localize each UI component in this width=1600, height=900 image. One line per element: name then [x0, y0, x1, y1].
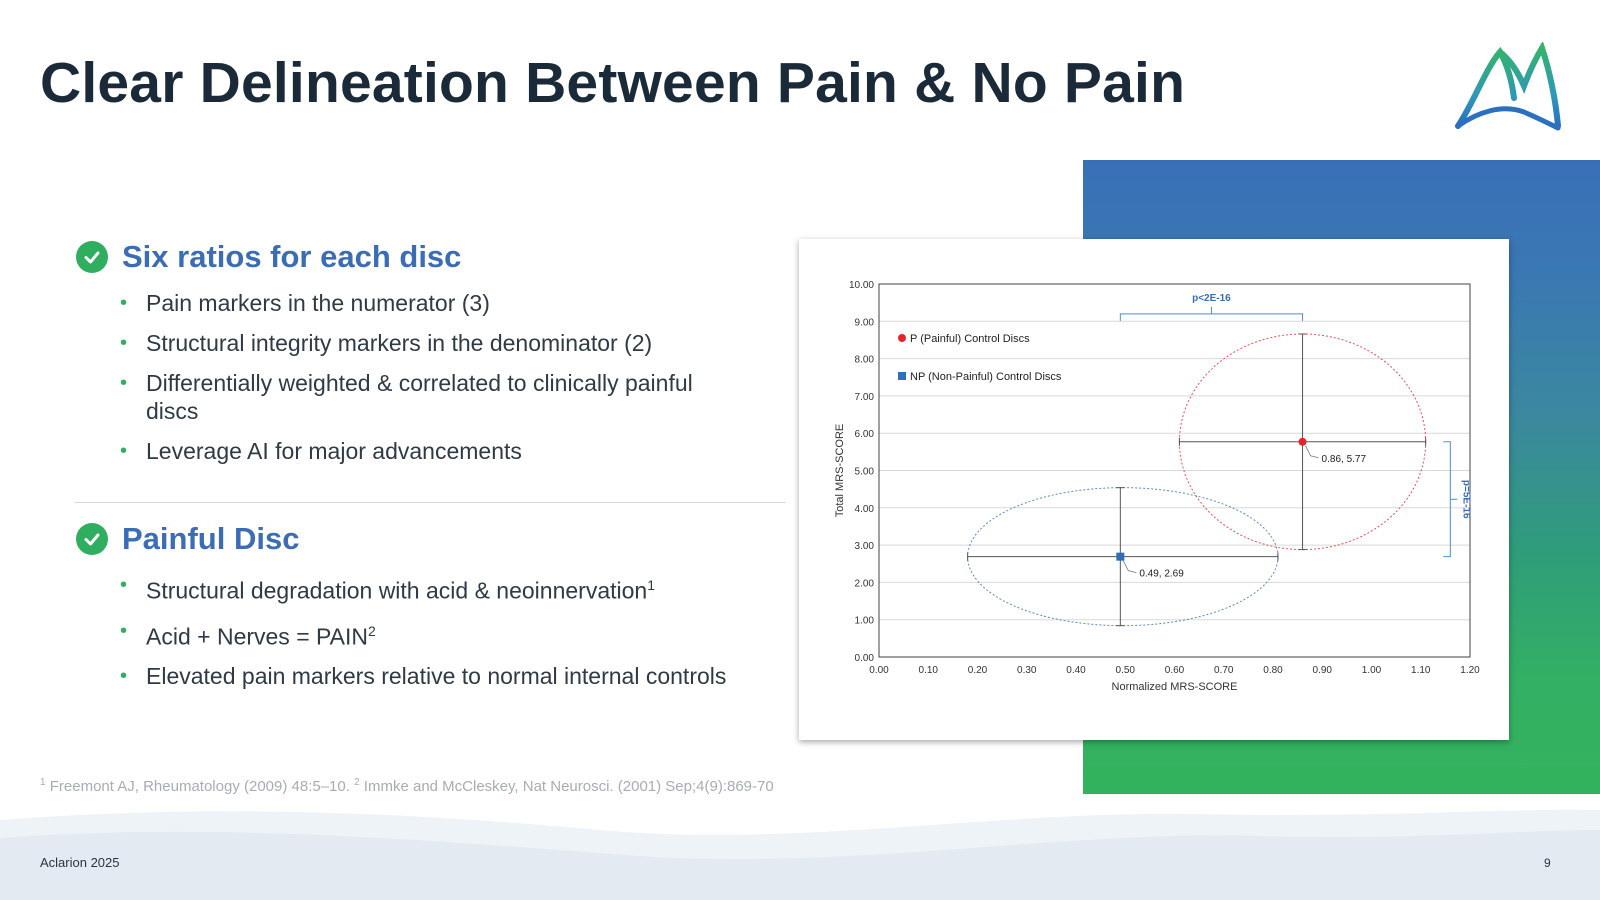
- label-leader: [1305, 445, 1319, 459]
- significance-bracket: [1119, 306, 1304, 321]
- plot-frame: [878, 283, 1471, 658]
- section-title: Six ratios for each disc: [122, 239, 462, 274]
- bullet-item: Pain markers in the numerator (3): [120, 289, 736, 317]
- y-tick-label: 5.00: [855, 467, 875, 478]
- scatter-chart: 0.00 1.00 2.00 3.00 4.00 5.00 6.00 7.00 8.00 9.00…: [834, 280, 1480, 693]
- x-tick-label: 1.10: [1411, 665, 1431, 676]
- x-tick-label: 0.40: [1066, 665, 1086, 676]
- x-tick-label: 1.00: [1362, 665, 1382, 676]
- data-point: [1298, 437, 1307, 446]
- bullet-item: Differentially weighted & correlated to …: [120, 369, 736, 425]
- legend-marker: [898, 372, 906, 380]
- data-label: 0.86, 5.77: [1322, 454, 1367, 465]
- y-axis-label: Total MRS-SCORE: [834, 424, 846, 518]
- aclarion-logo: [1455, 42, 1561, 131]
- check-circle-icon: [76, 523, 108, 555]
- bullet-item: Acid + Nerves = PAIN2: [120, 617, 736, 651]
- bullet-list: Structural degradation with acid & neoin…: [76, 571, 736, 690]
- bullet-item: Structural integrity markers in the deno…: [120, 329, 736, 357]
- legend-entry: NP (Non-Painful) Control Discs: [910, 371, 1062, 383]
- x-tick-label: 0.60: [1165, 665, 1185, 676]
- x-tick-label: 0.80: [1263, 665, 1283, 676]
- y-tick-label: 4.00: [855, 504, 875, 515]
- page-number: 9: [1544, 856, 1551, 870]
- x-tick-label: 1.20: [1460, 665, 1480, 676]
- bullet-list: Pain markers in the numerator (3) Struct…: [76, 289, 736, 465]
- x-tick-label: 0.30: [1017, 665, 1037, 676]
- decorative-waves: [0, 809, 1600, 900]
- legend-marker: [898, 334, 906, 342]
- y-tick-label: 8.00: [855, 355, 875, 366]
- y-tick-label: 2.00: [855, 578, 875, 589]
- y-tick-label: 9.00: [855, 317, 875, 328]
- y-tick-label: 6.00: [855, 429, 875, 440]
- data-point: [1116, 552, 1125, 561]
- section-six-ratios: Six ratios for each disc Pain markers in…: [76, 239, 736, 477]
- x-tick-label: 0.70: [1214, 665, 1234, 676]
- y-tick-label: 3.00: [855, 541, 875, 552]
- bullet-item: Leverage AI for major advancements: [120, 437, 736, 465]
- x-tick-label: 0.00: [869, 665, 889, 676]
- legend-entry: P (Painful) Control Discs: [910, 333, 1030, 345]
- page-title: Clear Delineation Between Pain & No Pain: [40, 51, 1186, 115]
- x-axis-label: Normalized MRS-SCORE: [1112, 681, 1238, 693]
- bullet-item: Structural degradation with acid & neoin…: [120, 571, 736, 605]
- significance-label: p<2E-16: [1192, 293, 1231, 304]
- bullet-item: Elevated pain markers relative to normal…: [120, 662, 736, 690]
- label-leader: [1122, 560, 1137, 574]
- y-tick-label: 1.00: [855, 616, 875, 627]
- footnote: 1 Freemont AJ, Rheumatology (2009) 48:5–…: [40, 777, 774, 795]
- check-circle-icon: [76, 241, 108, 273]
- significance-label: p=5E-16: [1460, 480, 1471, 519]
- x-tick-label: 0.20: [968, 665, 988, 676]
- y-tick-label: 10.00: [849, 280, 874, 291]
- y-tick-label: 0.00: [855, 653, 875, 664]
- section-painful-disc: Painful Disc Structural degradation with…: [76, 521, 736, 702]
- x-tick-label: 0.10: [919, 665, 939, 676]
- x-tick-label: 0.90: [1313, 665, 1333, 676]
- data-label: 0.49, 2.69: [1139, 569, 1184, 580]
- chart-card: 0.00 1.00 2.00 3.00 4.00 5.00 6.00 7.00 8.00 9.00…: [799, 239, 1509, 740]
- footer-company: Aclarion 2025: [40, 855, 120, 870]
- y-tick-label: 7.00: [855, 392, 875, 403]
- x-tick-label: 0.50: [1116, 665, 1136, 676]
- section-title: Painful Disc: [122, 521, 300, 556]
- significance-bracket: [1443, 441, 1458, 558]
- section-divider: [75, 502, 786, 503]
